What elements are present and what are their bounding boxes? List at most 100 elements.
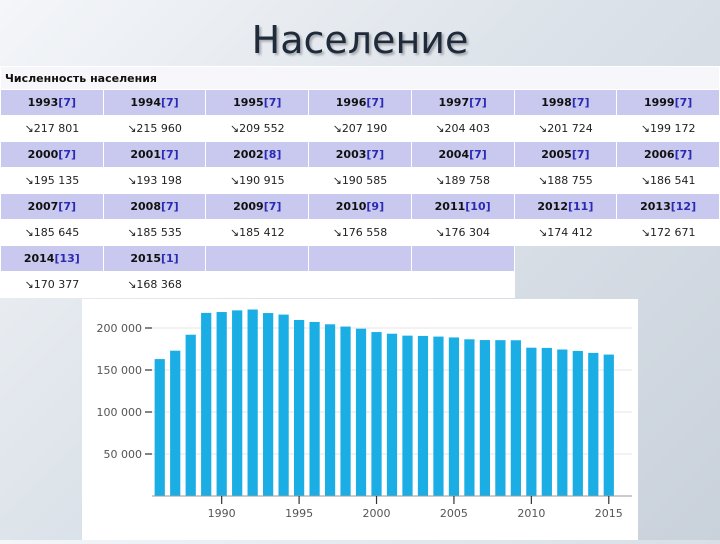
bar bbox=[479, 340, 491, 496]
population-value: 201 724 bbox=[547, 122, 593, 135]
footnote-ref-link[interactable]: [7] bbox=[366, 148, 385, 161]
year-cell: 2001[7] bbox=[102, 141, 207, 168]
bar bbox=[263, 313, 274, 496]
population-value: 199 172 bbox=[649, 122, 696, 135]
footnote-ref-link[interactable]: [7] bbox=[161, 96, 179, 109]
slide-title: Население bbox=[251, 18, 469, 62]
footnote-ref-link[interactable]: [7] bbox=[58, 148, 77, 161]
footnote-ref-link[interactable]: [8] bbox=[263, 148, 282, 161]
footnote-ref-link[interactable]: [7] bbox=[469, 148, 487, 161]
year-label: 1998 bbox=[541, 96, 572, 109]
footnote-ref-link[interactable]: [7] bbox=[674, 148, 693, 161]
bar bbox=[541, 347, 552, 496]
year-label: 2001 bbox=[130, 148, 161, 161]
value-cell: ↘190 915 bbox=[205, 167, 310, 194]
footnote-ref-link[interactable]: [7] bbox=[571, 148, 590, 161]
year-row: 2014[13] 2015[1] bbox=[0, 245, 720, 272]
value-cell: ↘190 585 bbox=[308, 167, 412, 194]
value-cell: ↘176 558 bbox=[308, 219, 412, 246]
footnote-ref-link[interactable]: [11] bbox=[567, 200, 594, 213]
footnote-ref-link[interactable]: [7] bbox=[263, 200, 282, 213]
decrease-arrow-icon: ↘ bbox=[127, 174, 137, 187]
population-value: 190 915 bbox=[239, 174, 285, 187]
year-label: 2006 bbox=[643, 148, 675, 161]
population-value: 193 198 bbox=[136, 174, 182, 187]
bar bbox=[448, 337, 460, 496]
year-label: 1994 bbox=[130, 96, 161, 109]
population-value: 207 190 bbox=[341, 122, 388, 135]
value-cell: ↘185 645 bbox=[0, 219, 104, 246]
year-label: 2005 bbox=[541, 148, 572, 161]
decrease-arrow-icon: ↘ bbox=[332, 122, 342, 135]
footnote-ref-link[interactable]: [13] bbox=[54, 252, 80, 265]
bar bbox=[526, 347, 537, 496]
empty-cell bbox=[617, 272, 720, 298]
empty-cell bbox=[514, 246, 617, 272]
value-cell: ↘186 541 bbox=[616, 167, 720, 194]
footnote-ref-link[interactable]: [7] bbox=[161, 200, 179, 213]
year-label: 2007 bbox=[27, 200, 59, 213]
value-cell: ↘201 724 bbox=[513, 115, 618, 142]
year-cell: 1994[7] bbox=[102, 89, 207, 116]
year-cell: 2003[7] bbox=[308, 141, 412, 168]
value-cell: ↘199 172 bbox=[616, 115, 720, 142]
decrease-arrow-icon: ↘ bbox=[127, 226, 137, 239]
population-value: 185 645 bbox=[33, 226, 80, 239]
footnote-ref-link[interactable]: [10] bbox=[465, 200, 491, 213]
empty-cell bbox=[514, 272, 617, 298]
y-tick-label: 100 000 bbox=[97, 406, 143, 419]
footnote-ref-link[interactable]: [7] bbox=[161, 148, 179, 161]
value-cell: ↘172 671 bbox=[616, 219, 720, 246]
year-label: 1999 bbox=[643, 96, 675, 109]
value-cell: ↘217 801 bbox=[0, 115, 104, 142]
year-cell: 1996[7] bbox=[308, 89, 412, 116]
value-cell: ↘168 368 bbox=[102, 271, 207, 298]
population-value: 176 558 bbox=[341, 226, 388, 239]
year-cell: 2007[7] bbox=[0, 193, 104, 220]
decrease-arrow-icon: ↘ bbox=[640, 122, 650, 135]
value-cell: ↘209 552 bbox=[205, 115, 310, 142]
footnote-ref-link[interactable]: [1] bbox=[161, 252, 179, 265]
footnote-ref-link[interactable]: [7] bbox=[58, 200, 77, 213]
bar bbox=[324, 324, 336, 496]
footnote-ref-link[interactable]: [7] bbox=[58, 96, 77, 109]
decrease-arrow-icon: ↘ bbox=[127, 278, 137, 291]
population-value: 189 758 bbox=[444, 174, 491, 187]
value-cell: ↘176 304 bbox=[410, 219, 515, 246]
decrease-arrow-icon: ↘ bbox=[640, 174, 650, 187]
value-cell: ↘193 198 bbox=[102, 167, 207, 194]
footnote-ref-link[interactable]: [7] bbox=[571, 96, 590, 109]
x-tick-label: 2010 bbox=[517, 507, 545, 520]
x-tick-label: 2000 bbox=[363, 507, 391, 520]
population-value: 185 412 bbox=[239, 226, 285, 239]
y-tick-label: 50 000 bbox=[104, 448, 143, 461]
footnote-ref-link[interactable]: [7] bbox=[366, 96, 385, 109]
value-cell: ↘215 960 bbox=[102, 115, 207, 142]
year-cell: 2004[7] bbox=[410, 141, 515, 168]
value-row: ↘170 377 ↘168 368 bbox=[0, 271, 720, 298]
value-cell: ↘207 190 bbox=[308, 115, 412, 142]
bar bbox=[603, 354, 614, 496]
footnote-ref-link[interactable]: [9] bbox=[366, 200, 385, 213]
footnote-ref-link[interactable]: [12] bbox=[670, 200, 697, 213]
value-cell: ↘185 535 bbox=[102, 219, 207, 246]
bar bbox=[154, 359, 165, 496]
population-value: 186 541 bbox=[649, 174, 696, 187]
year-cell: 1999[7] bbox=[616, 89, 720, 116]
footnote-ref-link[interactable]: [7] bbox=[674, 96, 693, 109]
decrease-arrow-icon: ↘ bbox=[538, 122, 548, 135]
year-label: 2015 bbox=[130, 252, 161, 265]
bar bbox=[170, 350, 181, 496]
decrease-arrow-icon: ↘ bbox=[538, 226, 548, 239]
year-cell: 2000[7] bbox=[0, 141, 104, 168]
year-row: 2007[7] 2008[7] 2009[7] 2010[9] 2011[10] 2012… bbox=[0, 193, 720, 220]
population-value: 204 403 bbox=[444, 122, 491, 135]
bar bbox=[386, 333, 398, 496]
footnote-ref-link[interactable]: [7] bbox=[263, 96, 282, 109]
year-cell: 2014[13] bbox=[0, 245, 104, 272]
footnote-ref-link[interactable]: [7] bbox=[469, 96, 487, 109]
year-cell: 2008[7] bbox=[102, 193, 207, 220]
bar bbox=[495, 340, 506, 496]
bar bbox=[185, 334, 196, 496]
bar bbox=[371, 332, 382, 496]
